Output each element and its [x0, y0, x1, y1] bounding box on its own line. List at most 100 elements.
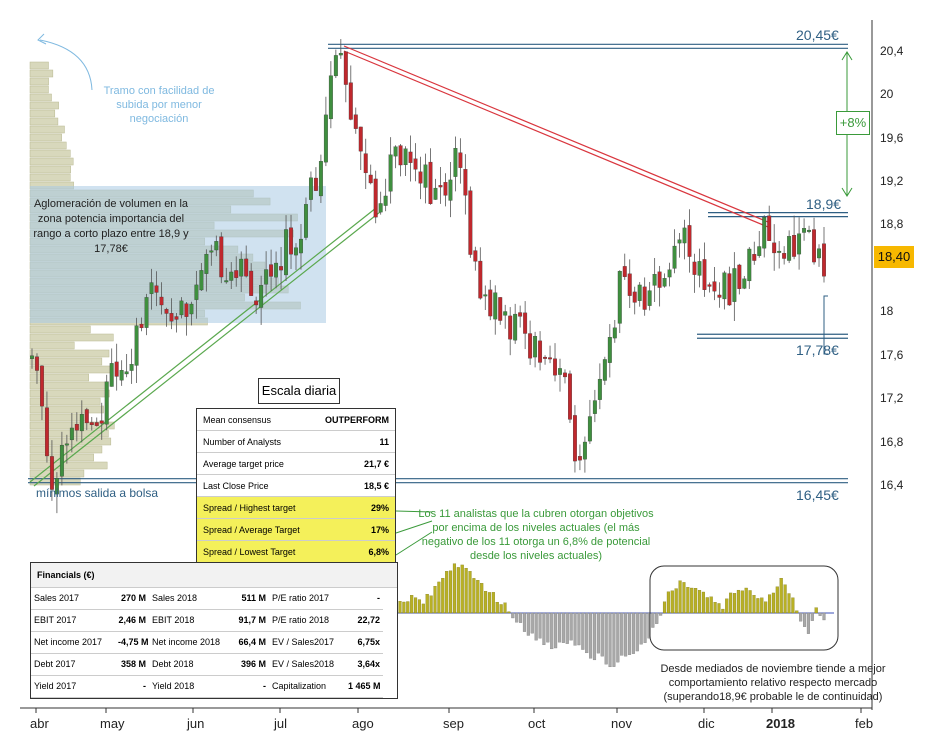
candle-up [742, 278, 747, 289]
rs-bar-positive [456, 567, 460, 614]
candle-up [308, 177, 313, 200]
rs-bar-negative [585, 612, 589, 654]
candle-up [453, 148, 458, 177]
candle-up [777, 250, 782, 253]
candle-up [318, 161, 323, 197]
rs-bar-negative [530, 612, 534, 634]
y-tick-label: 19,6 [880, 130, 904, 145]
candle-up [637, 284, 642, 301]
candle-down [523, 312, 528, 334]
consensus-title: Escala diaria [258, 378, 340, 404]
rs-bar-positive [674, 588, 678, 614]
rs-bar-negative [806, 612, 810, 634]
y-tick-label: 18 [880, 304, 894, 319]
volume-profile-bar [29, 125, 65, 134]
consensus-value: 11 [379, 436, 389, 447]
rs-bar-positive [701, 591, 705, 614]
candle-down [44, 407, 49, 457]
rs-bar-positive [406, 601, 410, 614]
candle-down [458, 152, 463, 168]
rs-bar-positive [670, 590, 674, 614]
candle-up [652, 274, 657, 286]
candle-down [35, 356, 39, 371]
candle-down [94, 422, 99, 426]
consensus-value: OUTPERFORM [325, 414, 389, 425]
rs-bar-negative [554, 612, 558, 649]
candle-down [518, 312, 523, 317]
rs-bar-negative [612, 612, 616, 667]
financials-label: P/E ratio 2017 [269, 588, 345, 610]
candle-down [443, 182, 448, 196]
rs-bar-negative [557, 612, 562, 643]
volume-profile-bar [29, 117, 59, 126]
financials-label: Yield 2017 [31, 676, 115, 698]
volume-profile-bar [29, 173, 71, 182]
candle-down [508, 315, 513, 340]
rs-bar-positive [495, 601, 499, 614]
financials-label: Debt 2018 [149, 654, 235, 676]
rs-bar-positive [460, 564, 464, 614]
candle-up [607, 337, 612, 363]
candle-up [558, 368, 562, 375]
rs-bar-positive [417, 599, 421, 614]
candle-down [498, 297, 503, 321]
rs-bar-positive [503, 602, 507, 614]
y-tick-label: 17,2 [880, 391, 904, 406]
candle-down [373, 178, 378, 218]
candle-up [612, 327, 617, 339]
candle-up [134, 325, 139, 366]
rs-bar-positive [767, 594, 772, 614]
candle-up [817, 248, 821, 259]
consensus-label: Last Close Price [203, 480, 269, 491]
rs-bar-positive [760, 597, 764, 614]
price-level-label: 20,45€ [796, 27, 839, 44]
candle-up [239, 258, 244, 277]
candle-down [139, 323, 144, 329]
candle-down [622, 266, 627, 277]
rs-bar-negative [519, 612, 523, 623]
candle-down [358, 126, 363, 152]
candle-down [717, 294, 722, 298]
candle-down [812, 229, 816, 263]
candle-up [757, 246, 762, 256]
rs-bar-positive [499, 604, 503, 614]
candle-down [49, 456, 54, 490]
consensus-value: 6,8% [368, 546, 389, 557]
rs-bar-negative [546, 612, 550, 643]
potential-badge: +8% [836, 111, 870, 135]
candle-down [40, 365, 44, 407]
candle-up [224, 280, 229, 283]
candle-up [483, 294, 488, 297]
rs-bar-positive [764, 601, 768, 614]
arrow-head [841, 51, 853, 61]
candle-down [343, 51, 348, 85]
candle-down [254, 300, 259, 306]
candle-up [79, 413, 84, 432]
volume-profile-bar [29, 461, 108, 470]
candle-down [84, 409, 89, 424]
x-tick-label: sep [443, 716, 464, 731]
y-tick-label: 16,4 [880, 478, 904, 493]
candle-up [284, 229, 288, 276]
volume-profile-bar [29, 397, 101, 406]
financials-label: Capitalization [269, 676, 345, 698]
rs-bar-positive [678, 580, 682, 614]
candle-up [259, 285, 264, 308]
relative-strength-bars [398, 563, 834, 668]
candle-down [473, 250, 478, 262]
candle-down [528, 333, 533, 359]
consensus-row: Spread / Average Target 17% [197, 519, 395, 541]
volume-profile-bar [29, 157, 74, 166]
candle-up [732, 268, 737, 302]
rs-bar-positive [814, 607, 818, 614]
financials-value: 22,72 [345, 610, 383, 632]
financials-label: Yield 2018 [149, 676, 235, 698]
rs-bar-positive [468, 571, 472, 614]
candle-up [493, 292, 498, 320]
consensus-value: 29% [370, 502, 389, 513]
support-trendline [33, 211, 381, 487]
annotation-minimos: mínimos salida a bolsa [36, 486, 159, 500]
financials-value: - [115, 676, 149, 698]
level-lines [28, 43, 848, 484]
rs-bar-negative [818, 612, 822, 616]
